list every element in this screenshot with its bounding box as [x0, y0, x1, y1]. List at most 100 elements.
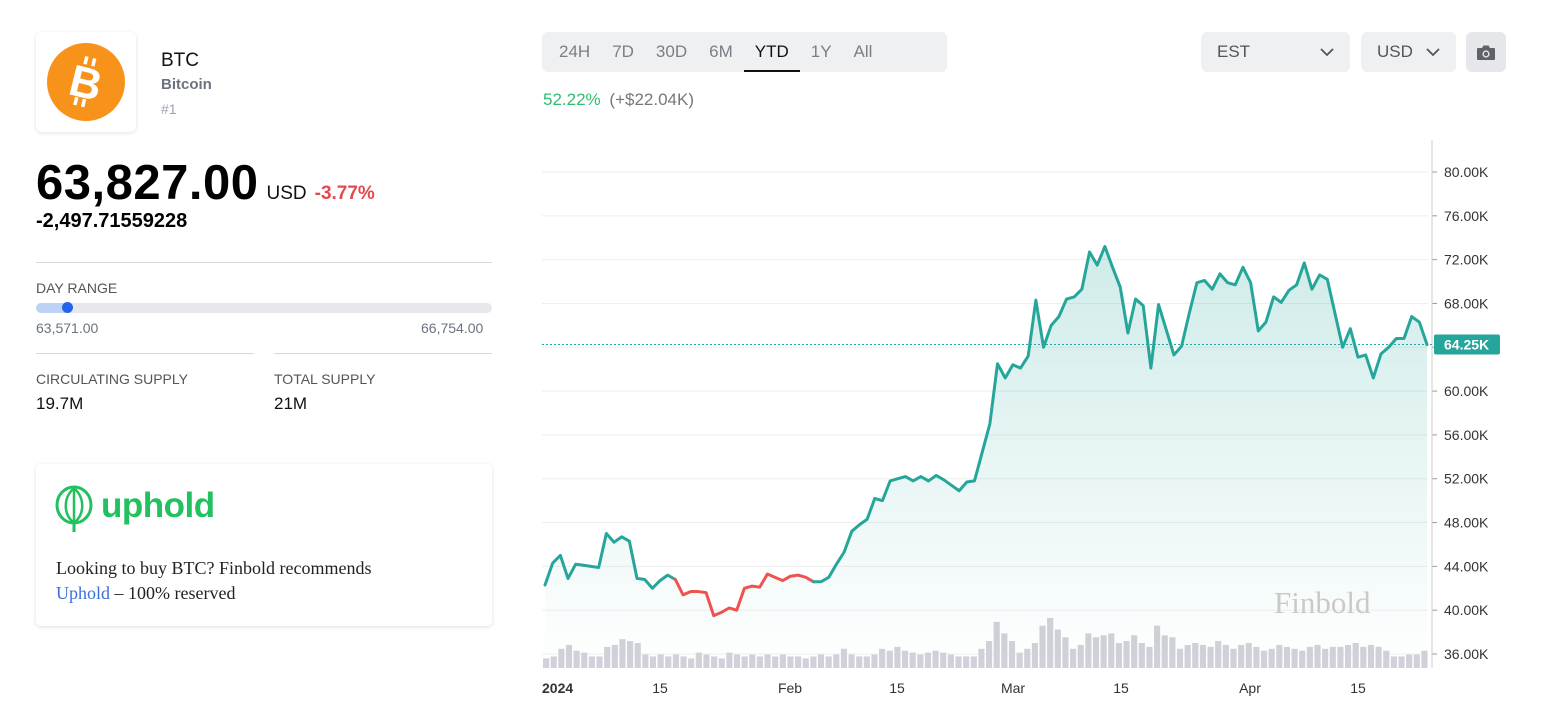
volume-bar — [825, 656, 832, 668]
volume-bar — [619, 639, 626, 668]
volume-bar — [970, 656, 977, 668]
y-tick-label: 80.00K — [1444, 164, 1489, 180]
period-performance-absolute: (+$22.04K) — [609, 90, 694, 109]
volume-bar — [1398, 656, 1405, 668]
volume-bar — [1322, 648, 1329, 668]
volume-bar — [688, 658, 695, 668]
y-tick-label: 44.00K — [1444, 558, 1489, 574]
volume-bar — [978, 648, 985, 668]
period-performance: 52.22% (+$22.04K) — [543, 90, 694, 110]
current-price-label: 64.25K — [1444, 337, 1489, 353]
volume-bar — [772, 656, 779, 668]
volume-bar — [1406, 654, 1413, 668]
finbold-watermark: Finbold — [1274, 585, 1371, 620]
volume-bar — [1268, 648, 1275, 668]
volume-bar — [848, 654, 855, 668]
volume-bar — [1008, 641, 1016, 668]
uphold-link[interactable]: Uphold — [56, 583, 110, 603]
volume-bar — [634, 643, 641, 668]
promo-text-tail: – 100% reserved — [110, 583, 236, 603]
volume-bar — [627, 641, 634, 668]
y-tick-label: 48.00K — [1444, 515, 1489, 531]
tab-ytd[interactable]: YTD — [743, 32, 800, 72]
volume-bar — [1047, 618, 1054, 668]
volume-bar — [894, 646, 901, 668]
price-currency: USD — [266, 183, 307, 204]
y-tick-label: 40.00K — [1444, 602, 1489, 618]
volume-bar — [924, 652, 932, 668]
y-tick-label: 52.00K — [1444, 471, 1489, 487]
volume-bar — [863, 656, 870, 668]
volume-bar — [1199, 644, 1206, 668]
volume-bar — [1123, 641, 1130, 668]
volume-bar — [741, 656, 748, 668]
day-range-bar — [36, 303, 492, 313]
day-range-label: DAY RANGE — [36, 280, 118, 296]
volume-bar — [795, 656, 802, 668]
divider — [274, 353, 492, 354]
volume-bar — [1039, 625, 1046, 668]
period-performance-percent: 52.22% — [543, 90, 601, 109]
divider — [36, 353, 254, 354]
price-line — [543, 244, 1429, 618]
volume-bar — [1031, 643, 1038, 668]
uphold-wordmark: uphold — [101, 486, 215, 525]
volume-bar — [1108, 633, 1115, 668]
x-tick-label: 15 — [1113, 680, 1129, 696]
chart-grid — [542, 171, 1428, 655]
volume-bar — [879, 648, 886, 668]
price-row: 63,827.00 USD -3.77% — [36, 155, 375, 211]
uphold-logo-icon — [55, 485, 93, 532]
volume-bar — [543, 658, 550, 668]
tab-7d[interactable]: 7D — [612, 42, 634, 61]
screenshot-button[interactable] — [1466, 32, 1506, 72]
volume-bar — [1169, 637, 1176, 668]
x-tick-label: Feb — [778, 680, 802, 696]
volume-bar — [1421, 650, 1428, 668]
volume-bar — [1001, 633, 1008, 668]
volume-bar — [672, 654, 679, 668]
day-range-low: 63,571.00 — [36, 320, 99, 336]
divider — [36, 262, 492, 263]
volume-bar — [1077, 644, 1084, 668]
volume-bar — [1092, 637, 1100, 668]
tab-24h[interactable]: 24H — [559, 42, 591, 61]
y-tick-label: 56.00K — [1444, 427, 1489, 443]
volume-bar — [810, 656, 817, 668]
volume-bar — [596, 656, 603, 668]
volume-bar — [718, 658, 725, 668]
tab-6m[interactable]: 6M — [709, 42, 733, 61]
currency-select[interactable]: USD — [1361, 32, 1456, 72]
volume-bar — [726, 652, 733, 668]
volume-bar — [649, 656, 657, 668]
volume-bar — [1230, 648, 1237, 668]
promo-text: Looking to buy BTC? Finbold recommends U… — [56, 556, 476, 606]
volume-bar — [932, 650, 939, 668]
volume-bar — [1360, 646, 1367, 668]
uphold-promo-card — [36, 464, 492, 626]
volume-bars — [543, 618, 1428, 668]
volume-bar — [1238, 644, 1245, 668]
volume-bar — [1176, 648, 1184, 668]
day-range-high: 66,754.00 — [421, 320, 484, 336]
volume-bar — [1260, 650, 1268, 668]
tab-30d[interactable]: 30D — [655, 42, 688, 61]
promo-text-lead: Looking to buy BTC? Finbold recommends — [56, 558, 372, 578]
volume-bar — [588, 656, 595, 668]
tab-1y[interactable]: 1Y — [810, 42, 832, 61]
volume-bar — [787, 656, 794, 668]
volume-bar — [1283, 646, 1291, 668]
volume-bar — [1291, 648, 1298, 668]
timezone-select[interactable]: EST — [1201, 32, 1350, 72]
tab-all[interactable]: All — [853, 42, 873, 61]
volume-bar — [1154, 625, 1161, 668]
y-tick-label: 68.00K — [1444, 295, 1489, 311]
time-range-tabs: 24H 7D 30D 6M YTD 1Y All — [542, 32, 947, 72]
volume-bar — [986, 641, 993, 668]
volume-bar — [993, 621, 1000, 668]
currency-value: USD — [1377, 42, 1413, 61]
volume-bar — [565, 644, 573, 668]
volume-bar — [802, 658, 809, 668]
volume-bar — [1245, 643, 1252, 668]
volume-bar — [604, 646, 611, 668]
